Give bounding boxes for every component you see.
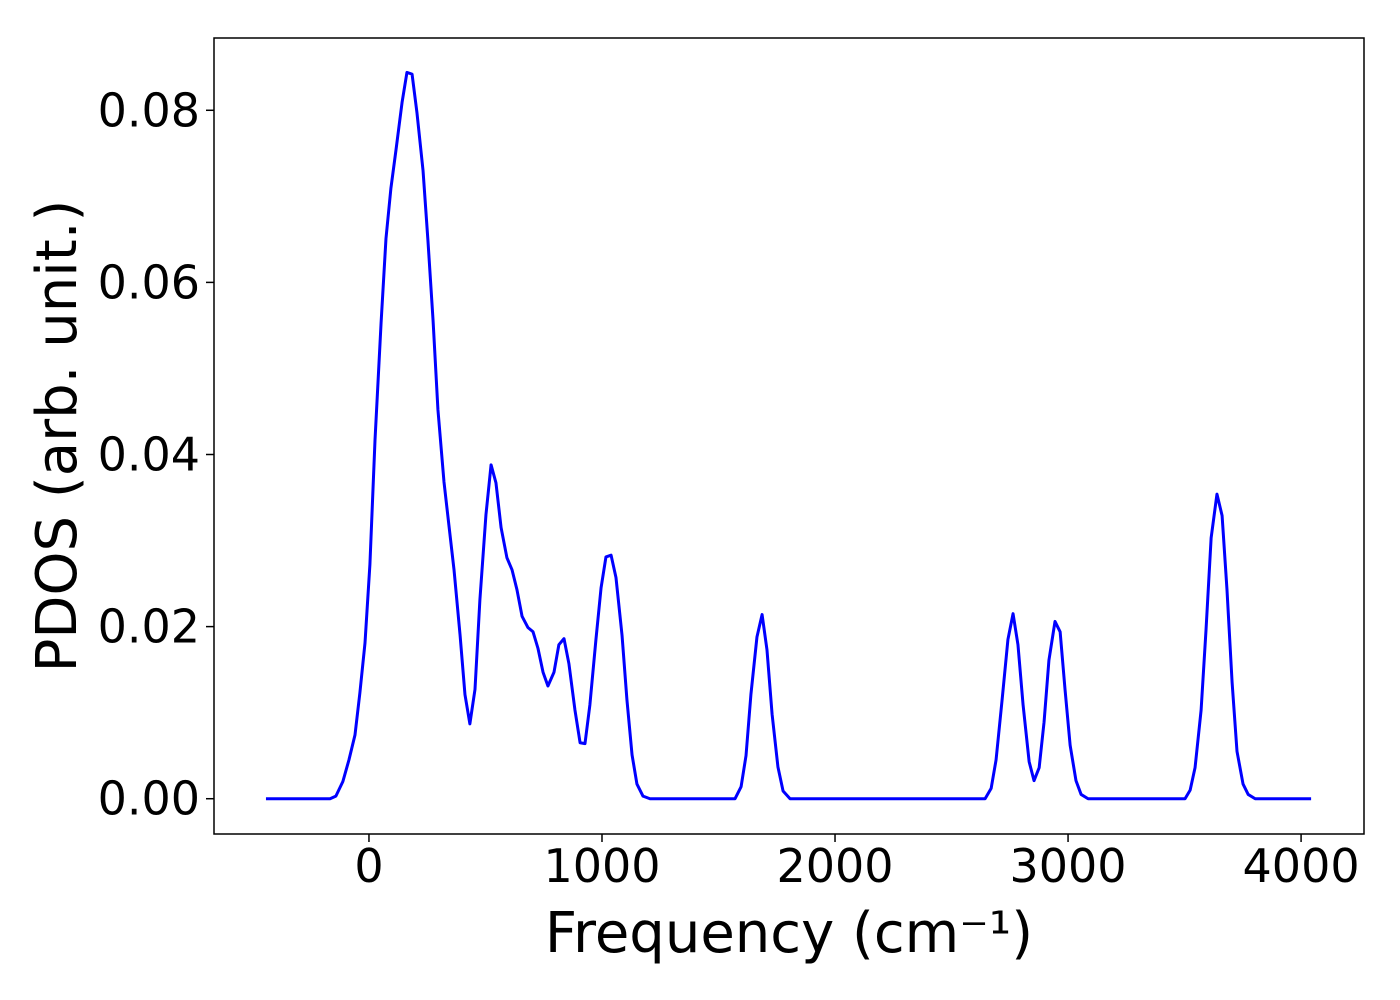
y-axis-label: PDOS (arb. unit.): [25, 200, 90, 673]
plot-frame: [213, 37, 1365, 835]
x-axis-label: Frequency (cm⁻¹): [545, 901, 1033, 966]
data-line: [265, 70, 1312, 801]
x-tick-label: 3000: [1010, 839, 1127, 893]
y-tick-label: 0.02: [98, 600, 200, 654]
x-tick-label: 1000: [543, 839, 660, 893]
x-tick-label: 2000: [776, 839, 893, 893]
x-tick-label: 4000: [1243, 839, 1360, 893]
y-tick-label: 0.08: [98, 83, 200, 137]
x-tick-label: 0: [354, 839, 383, 893]
y-tick-label: 0.00: [98, 772, 200, 826]
y-tick-label: 0.06: [98, 255, 200, 309]
y-tick-label: 0.04: [98, 428, 200, 482]
